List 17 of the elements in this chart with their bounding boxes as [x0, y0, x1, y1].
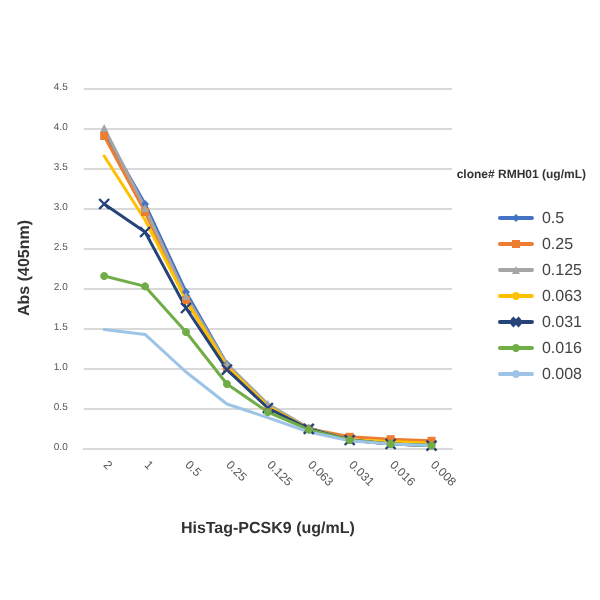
legend-label: 0.016 [541, 339, 584, 357]
point [141, 282, 150, 291]
point [100, 272, 109, 280]
legend-label: 0.063 [541, 287, 584, 305]
legend-label: 0.008 [541, 365, 584, 383]
point [182, 328, 191, 336]
x-axis-title: HisTag-PCSK9 (ug/mL) [180, 519, 356, 537]
legend-label: 0.125 [541, 261, 584, 279]
legend-label: 0.5 [541, 209, 566, 227]
point [138, 225, 152, 239]
legend-label: 0.25 [541, 235, 575, 253]
point [222, 380, 231, 388]
line-series [102, 328, 434, 448]
point [179, 301, 193, 315]
legend-label: 0.031 [541, 313, 584, 331]
y-axis-title: Abs (405nm) [15, 219, 33, 317]
point [97, 197, 111, 211]
